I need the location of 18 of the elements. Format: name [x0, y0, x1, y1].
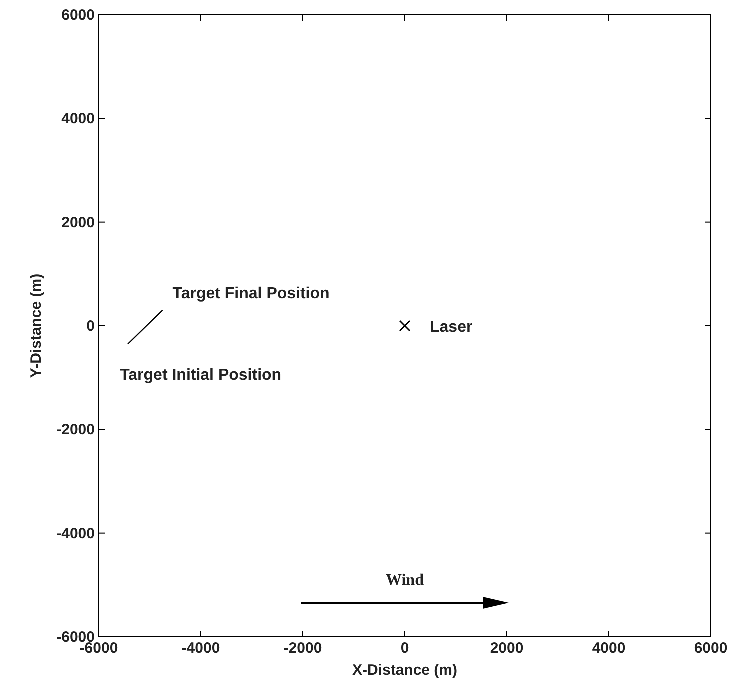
annotation: Target Final Position: [172, 285, 330, 302]
x-axis-title: X-Distance (m): [352, 662, 458, 679]
annotation: Target Initial Position: [120, 367, 282, 384]
x-tick-label: 4000: [592, 640, 626, 657]
y-tick-label: 2000: [62, 214, 95, 232]
y-tick-label: -4000: [56, 525, 95, 542]
annotation: Wind: [386, 572, 424, 589]
y-tick-label: 6000: [62, 7, 95, 24]
x-tick-label: 6000: [694, 640, 728, 657]
y-tick-label: 4000: [62, 110, 95, 128]
y-tick-label: -2000: [56, 422, 95, 439]
x-tick-label: 2000: [490, 640, 524, 657]
x-tick-label: 0: [400, 640, 410, 657]
annotation: Laser: [430, 319, 473, 336]
x-tick-label: -2000: [284, 640, 322, 657]
y-axis-title: Y-Distance (m): [28, 274, 45, 378]
x-tick-label: -4000: [182, 640, 220, 657]
y-tick-label: 0: [86, 318, 95, 335]
